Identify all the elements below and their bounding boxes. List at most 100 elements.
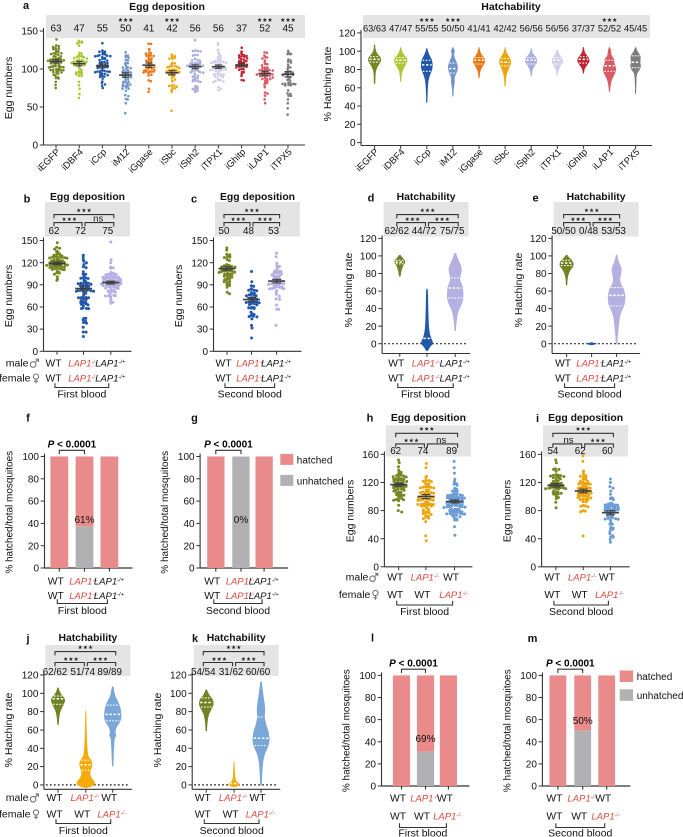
svg-text:30: 30 [27,325,39,336]
svg-text:WT: WT [46,793,63,804]
svg-text:% Hatching rate: % Hatching rate [343,252,355,327]
svg-text:Egg numbers: Egg numbers [173,265,185,327]
svg-text:20: 20 [344,120,356,131]
svg-text:WT: WT [544,590,561,601]
svg-text:Hatchability: Hatchability [481,1,541,13]
svg-text:100: 100 [530,252,547,263]
svg-text:Egg deposition: Egg deposition [129,1,205,13]
svg-text:40: 40 [535,304,547,315]
svg-text:Second blood: Second blood [218,389,282,401]
svg-text:20: 20 [27,762,39,773]
svg-text:100: 100 [359,671,376,682]
svg-text:80: 80 [28,474,40,485]
svg-text:74: 74 [417,446,428,457]
svg-text:80: 80 [183,474,195,485]
svg-text:41/41: 41/41 [467,24,490,34]
svg-text:LAP1-/-: LAP1-/- [411,573,440,584]
svg-text:WT: WT [223,810,240,821]
svg-text:ns: ns [563,435,573,446]
svg-text:b: b [24,194,31,206]
svg-text:LAP1-/-: LAP1-/- [576,374,605,385]
svg-text:LAP1-/+: LAP1-/+ [601,358,632,369]
svg-text:100: 100 [360,252,377,263]
svg-text:LAP1-/+: LAP1-/+ [249,591,280,602]
svg-text:100: 100 [178,452,195,463]
svg-text:80: 80 [525,506,537,517]
svg-text:50/50: 50/50 [551,226,576,237]
svg-text:48: 48 [243,226,254,237]
svg-text:LAP1-/+: LAP1-/+ [95,358,126,369]
svg-text:LAP1-/-: LAP1-/- [70,793,99,804]
svg-text:20: 20 [176,762,188,773]
svg-text:40: 40 [344,102,356,113]
svg-text:First blood: First blood [398,828,447,837]
svg-text:52/52: 52/52 [598,24,621,34]
svg-text:LAP1-/+: LAP1-/+ [440,374,471,385]
svg-text:unhatched: unhatched [637,691,683,702]
svg-text:m: m [528,633,538,645]
svg-text:Second blood: Second blood [206,605,270,617]
svg-text:0: 0 [181,781,187,792]
svg-text:Egg deposition: Egg deposition [391,413,466,424]
svg-text:Egg deposition: Egg deposition [220,192,295,203]
svg-text:63/63: 63/63 [363,24,386,34]
svg-text:37/37: 37/37 [572,24,595,34]
svg-text:LAP1-/+: LAP1-/+ [94,577,125,588]
svg-text:120: 120 [339,29,356,40]
svg-text:WT: WT [46,810,63,821]
svg-text:60: 60 [526,715,538,726]
svg-text:f: f [26,413,30,425]
svg-text:40: 40 [28,519,40,530]
svg-text:52: 52 [259,24,271,35]
svg-text:120: 120 [360,234,377,245]
svg-text:120: 120 [519,478,536,489]
svg-text:j: j [25,633,29,645]
svg-text:120: 120 [22,671,39,682]
svg-text:40: 40 [365,737,377,748]
svg-text:80: 80 [344,65,356,76]
svg-text:First blood: First blood [59,825,108,837]
svg-text:60: 60 [27,726,39,737]
svg-text:89: 89 [446,446,457,457]
svg-text:56/56: 56/56 [520,24,543,34]
svg-text:LAP1-/+: LAP1-/+ [440,358,471,369]
svg-text:LAP1-/+: LAP1-/+ [249,577,280,588]
svg-text:female: female [0,373,31,385]
svg-text:WT: WT [74,810,91,821]
svg-text:100: 100 [21,65,38,76]
svg-text:0: 0 [350,138,356,149]
svg-text:LAP1-/-: LAP1-/- [236,374,265,385]
svg-text:Hatchability: Hatchability [397,192,456,203]
svg-text:Second blood: Second blood [200,825,264,837]
svg-text:LAP1-/-: LAP1-/- [595,590,624,601]
svg-text:% hatched/total mosquitoes: % hatched/total mosquitoes [4,451,15,574]
svg-text:LAP1-/-: LAP1-/- [246,810,275,821]
svg-text:WT: WT [195,810,212,821]
svg-text:Second blood: Second blood [557,389,621,401]
svg-text:P < 0.0001: P < 0.0001 [204,440,253,451]
svg-text:% hatched/total mosquitoes: % hatched/total mosquitoes [502,669,513,792]
svg-text:% Hatching rate: % Hatching rate [3,692,15,767]
svg-text:WT: WT [414,812,431,823]
svg-text:50/50: 50/50 [441,24,464,34]
svg-text:55/55: 55/55 [415,24,438,34]
svg-text:WT: WT [45,358,62,369]
svg-text:hatched: hatched [297,455,333,466]
svg-text:80: 80 [27,707,39,718]
svg-text:42: 42 [166,24,178,35]
svg-text:i: i [536,413,539,425]
svg-text:60: 60 [183,497,195,508]
svg-text:45/45: 45/45 [624,24,647,34]
svg-text:WT: WT [390,812,407,823]
svg-text:69%: 69% [415,734,435,745]
svg-text:WT: WT [390,793,407,804]
svg-text:47: 47 [74,24,86,35]
svg-text:unhatched: unhatched [297,476,344,487]
svg-text:male: male [346,572,369,584]
svg-text:LAP1-/-: LAP1-/- [576,358,605,369]
svg-text:Hatchability: Hatchability [207,633,266,644]
svg-text:54/54: 54/54 [191,667,216,678]
svg-text:37: 37 [236,24,248,35]
svg-text:LAP1-/+: LAP1-/+ [94,591,125,602]
svg-text:45: 45 [282,24,294,35]
